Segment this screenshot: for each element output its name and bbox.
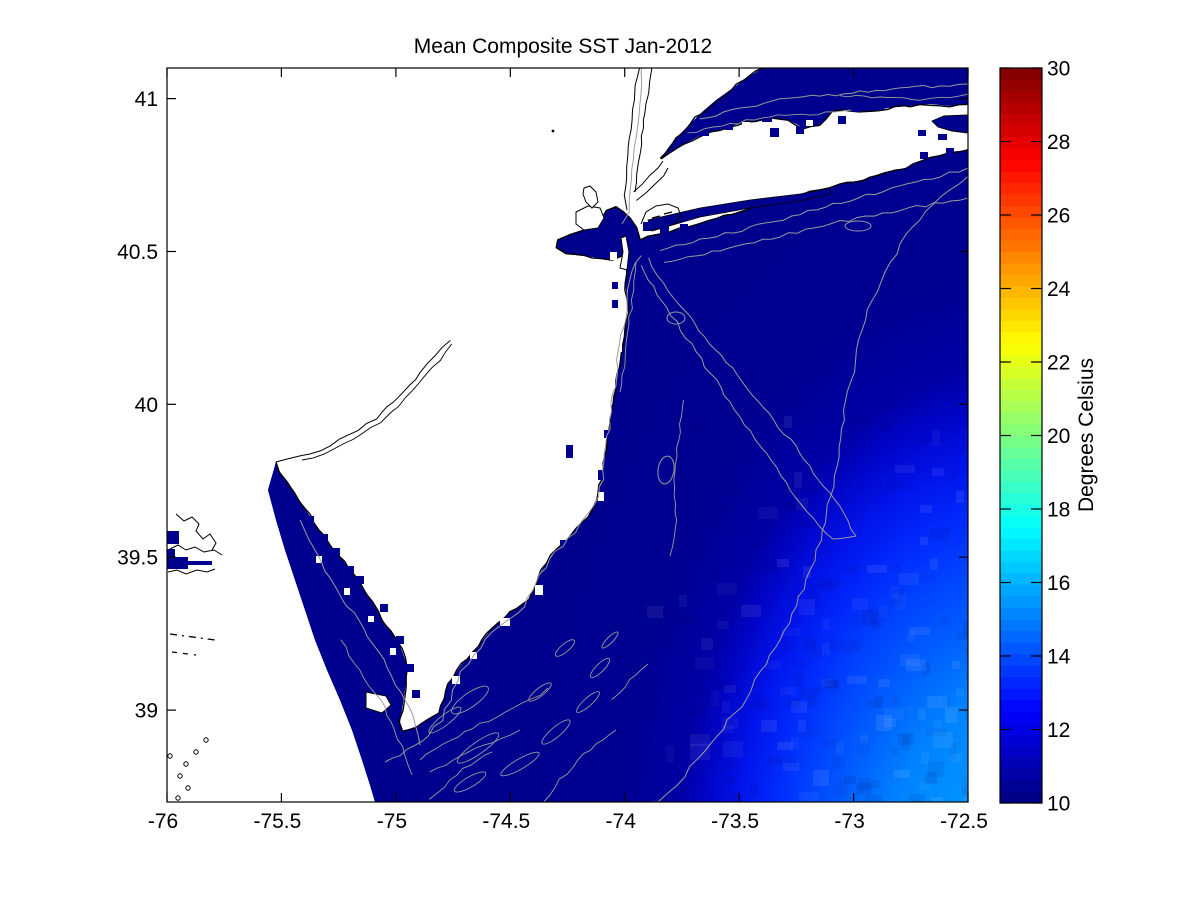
svg-text:Degrees Celsius: Degrees Celsius <box>1075 358 1098 512</box>
svg-text:39.5: 39.5 <box>117 547 158 570</box>
svg-text:-74.5: -74.5 <box>482 810 530 833</box>
svg-text:-73: -73 <box>834 810 864 833</box>
svg-text:28: 28 <box>1047 131 1070 154</box>
svg-text:-76: -76 <box>148 810 178 833</box>
svg-text:-73.5: -73.5 <box>711 810 759 833</box>
svg-text:26: 26 <box>1047 205 1070 228</box>
svg-text:-75.5: -75.5 <box>253 810 301 833</box>
svg-text:40.5: 40.5 <box>117 241 158 264</box>
svg-text:18: 18 <box>1047 499 1070 522</box>
svg-text:41: 41 <box>135 88 158 111</box>
svg-text:30: 30 <box>1047 58 1070 81</box>
svg-text:Mean Composite SST Jan-2012: Mean Composite SST Jan-2012 <box>414 35 712 58</box>
svg-text:-72.5: -72.5 <box>940 810 988 833</box>
svg-text:10: 10 <box>1047 793 1070 816</box>
svg-text:-75: -75 <box>377 810 407 833</box>
svg-text:16: 16 <box>1047 572 1070 595</box>
svg-text:39: 39 <box>135 700 158 723</box>
svg-text:12: 12 <box>1047 719 1070 742</box>
svg-text:20: 20 <box>1047 425 1070 448</box>
svg-text:14: 14 <box>1047 646 1071 669</box>
svg-text:40: 40 <box>135 394 158 417</box>
svg-text:24: 24 <box>1047 278 1071 301</box>
svg-text:22: 22 <box>1047 352 1070 375</box>
svg-text:-74: -74 <box>606 810 637 833</box>
